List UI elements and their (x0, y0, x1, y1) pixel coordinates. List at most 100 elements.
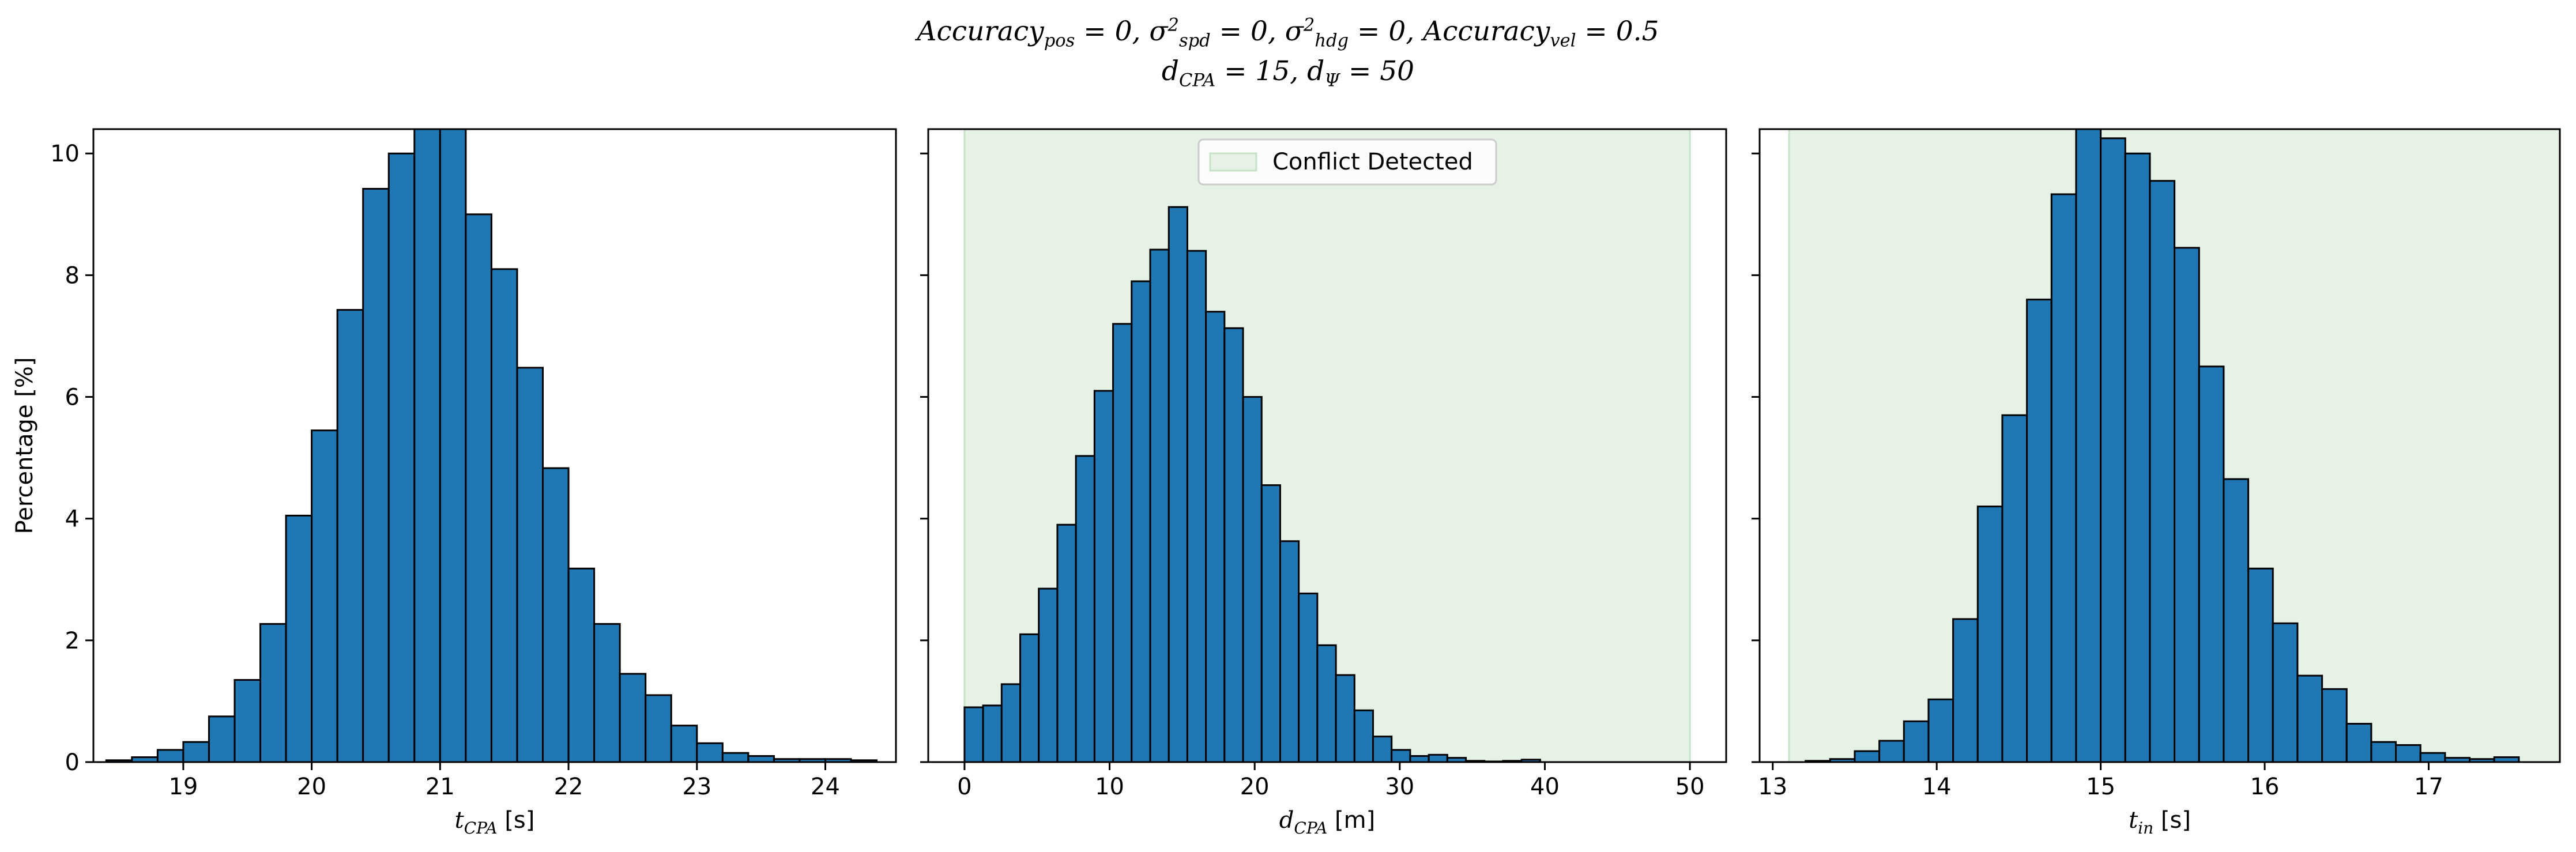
histogram-bar (1131, 280, 1151, 763)
histogram-bar (1168, 206, 1188, 763)
histogram-bar (1186, 250, 1207, 763)
histogram-bar (567, 567, 596, 763)
histogram-bar (747, 755, 775, 763)
axes-frame-2 (927, 128, 1727, 763)
histogram-bar (2075, 128, 2102, 763)
histogram-bar (234, 678, 262, 763)
histogram-bar (259, 623, 287, 763)
histogram-bar (387, 152, 416, 763)
histogram-bar (1149, 248, 1170, 763)
histogram-bar (516, 367, 544, 763)
title-text-2: dCPA = 15, dΨ = 50 (1161, 55, 1415, 91)
histogram-bar (413, 128, 441, 763)
x-tick-label: 17 (2414, 774, 2443, 800)
histogram-bar (1019, 633, 1040, 763)
histogram-bar (2296, 674, 2323, 763)
x-tick-label: 50 (1675, 774, 1705, 800)
histogram-bar (721, 752, 750, 763)
histogram-bar (1056, 523, 1077, 763)
axes-frame-3 (1758, 128, 2561, 763)
y-tick-label: 2 (65, 628, 80, 654)
histogram-bar (2395, 744, 2421, 763)
histogram-bar (619, 673, 647, 763)
histogram-bar (439, 128, 467, 763)
histogram-bar (1279, 540, 1300, 763)
histogram-bar (2100, 137, 2126, 763)
axes-frame-1 (92, 128, 897, 763)
histogram-bar (593, 623, 621, 763)
histogram-bar (465, 213, 492, 763)
histogram-bar (1260, 484, 1281, 763)
histogram-bar (336, 309, 364, 763)
histogram-bar (2198, 365, 2225, 763)
figure-title-line-1: Accuracypos = 0, σ2spd = 0, σ2hdg = 0, A… (0, 15, 2576, 51)
histogram-bar (182, 741, 210, 763)
histogram-bar (2247, 567, 2274, 763)
y-tick-label: 0 (65, 749, 80, 776)
bars-1 (105, 128, 878, 763)
histogram-bar (2050, 193, 2077, 763)
histogram-bar (1038, 587, 1059, 763)
x-tick-label: 20 (297, 774, 326, 800)
histogram-bar (285, 514, 313, 763)
histogram-bar (1409, 755, 1430, 763)
x-tick-label: 16 (2250, 774, 2280, 800)
histogram-bar (1854, 750, 1881, 763)
x-tick-label: 10 (1095, 774, 1124, 800)
legend-label: Conflict Detected (1272, 149, 1473, 175)
histogram-bar (362, 187, 390, 763)
x-tick-label: 13 (1758, 774, 1787, 800)
histogram-bar (2001, 414, 2028, 763)
subplot-3: 13 14 15 16 17 tin [s] (1752, 128, 2561, 838)
histogram-bar (1242, 396, 1263, 763)
legend-box (1197, 138, 1497, 186)
x-tick-label: 19 (168, 774, 198, 800)
x-tick-label: 21 (425, 774, 455, 800)
legend-swatch (1209, 152, 1257, 172)
bars-3 (1805, 128, 2520, 763)
x-axis-label-1: tCPA [s] (455, 807, 535, 838)
histogram-bar (2345, 722, 2372, 763)
histogram-bar (2026, 299, 2052, 763)
x-tick-label: 40 (1530, 774, 1560, 800)
y-tick-label: 10 (50, 141, 80, 167)
histogram-bar (1927, 698, 1954, 763)
y-tick-label: 4 (65, 506, 80, 533)
histogram-bar (542, 467, 570, 763)
histogram-bar (2370, 741, 2397, 763)
histogram-bar (1298, 593, 1319, 763)
y-axis-label: Percentage [%] (12, 357, 38, 534)
histogram-bar (645, 694, 672, 763)
histogram-bar (490, 268, 518, 763)
histogram-bar (2321, 688, 2348, 763)
histogram-bar (1000, 683, 1022, 763)
histogram-bar (1335, 674, 1355, 763)
histogram-bar (2272, 622, 2299, 763)
figure-title-line-2: dCPA = 15, dΨ = 50 (0, 55, 2576, 91)
histogram-bar (311, 429, 338, 763)
histogram-bar (2419, 752, 2446, 763)
x-tick-label: 20 (1240, 774, 1270, 800)
y-tick-label: 8 (65, 262, 80, 289)
histogram-bar (2174, 247, 2200, 763)
histogram-bar (1353, 709, 1374, 763)
x-tick-label: 24 (811, 774, 840, 800)
histogram-bar (1223, 327, 1244, 763)
histogram-bar (1976, 506, 2003, 763)
histogram-bar (1903, 720, 1930, 763)
histogram-bar (2223, 478, 2250, 763)
x-tick-label: 30 (1385, 774, 1414, 800)
histogram-bar (1428, 753, 1448, 763)
x-tick-label: 15 (2086, 774, 2115, 800)
x-tick-label: 23 (682, 774, 711, 800)
y-tick-label: 6 (65, 384, 80, 411)
histogram-bar (1878, 740, 1905, 763)
histogram-bar (1952, 618, 1979, 763)
histogram-bar (1112, 323, 1133, 763)
legend: Conflict Detected (1197, 138, 1497, 186)
histogram-bar (963, 706, 984, 763)
histogram-bar (696, 742, 724, 763)
histogram-bar (982, 704, 1003, 763)
